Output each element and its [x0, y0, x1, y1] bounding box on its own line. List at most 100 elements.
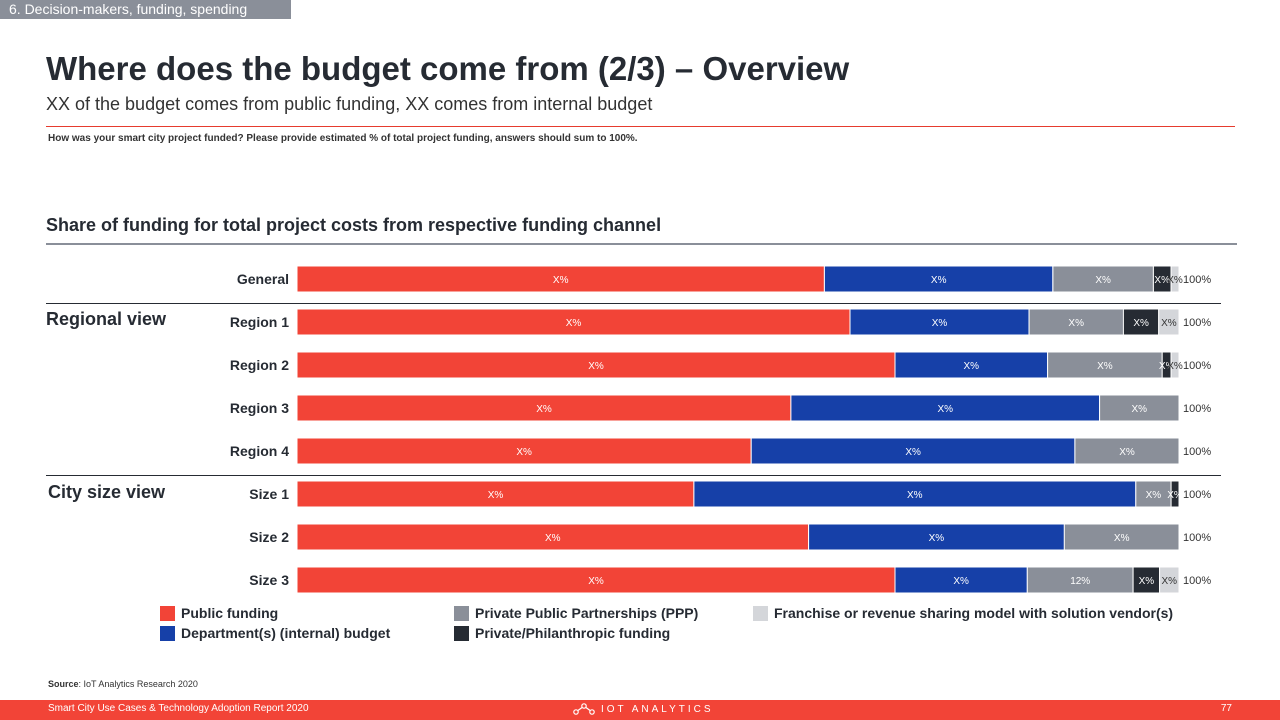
bar-segment-department-budget-general — [823, 265, 1054, 293]
total-label-region-1: 100% — [1183, 317, 1211, 329]
data-label-department-budget-size-3: X% — [953, 576, 969, 587]
bar-segment-ppp-size-2 — [1063, 523, 1180, 551]
bar-segment-public-funding-region-4 — [296, 437, 752, 465]
total-label-region-3: 100% — [1183, 403, 1211, 415]
legend-swatch-private-funding — [454, 625, 469, 641]
bar-segment-department-budget-region-3 — [790, 394, 1101, 422]
title-divider — [46, 126, 1235, 127]
bar-segment-private-funding-region-1 — [1122, 308, 1160, 336]
bar-segment-ppp-region-4 — [1074, 437, 1180, 465]
page-title: Where does the budget come from (2/3) – … — [46, 50, 850, 87]
data-label-public-funding-region-1: X% — [566, 318, 582, 329]
chart-legend: Public funding Department(s) (internal) … — [0, 605, 1280, 645]
data-label-ppp-region-2: X% — [1097, 361, 1113, 372]
city-size-view-label: City size view — [48, 482, 166, 502]
data-label-private-funding-size-1: X% — [1167, 490, 1183, 501]
data-label-ppp-size-2: X% — [1114, 533, 1130, 544]
data-label-department-budget-size-1: X% — [907, 490, 923, 501]
data-label-public-funding-general: X% — [553, 275, 569, 286]
bar-segment-private-funding-size-1 — [1170, 480, 1180, 508]
bar-segment-franchise-general — [1170, 265, 1180, 293]
category-label-region-1: Region 1 — [230, 314, 289, 330]
bar-segment-public-funding-region-3 — [296, 394, 792, 422]
total-label-size-2: 100% — [1183, 532, 1211, 544]
total-label-size-1: 100% — [1183, 489, 1211, 501]
data-label-department-budget-region-4: X% — [905, 447, 921, 458]
category-label-general: General — [237, 271, 289, 287]
category-label-size-2: Size 2 — [249, 529, 289, 545]
data-label-department-budget-region-3: X% — [938, 404, 954, 415]
bar-segment-ppp-region-1 — [1028, 308, 1124, 336]
legend-swatch-franchise — [753, 605, 768, 621]
data-label-private-funding-general: X% — [1154, 275, 1170, 286]
bar-segment-public-funding-size-1 — [296, 480, 695, 508]
stacked-bar-chart: General X% X% X% X%X% 100%Region 1 X% X% X% X% X% 1… — [230, 265, 1211, 594]
chart-title: Share of funding for total project costs… — [46, 215, 662, 235]
bar-segment-ppp-size-3 — [1026, 566, 1134, 594]
chart-title-divider — [46, 243, 1237, 245]
data-label-public-funding-region-4: X% — [516, 447, 532, 458]
total-label-region-2: 100% — [1183, 360, 1211, 372]
bar-segment-department-budget-region-2 — [894, 351, 1049, 379]
data-label-private-funding-region-1: X% — [1133, 318, 1149, 329]
data-label-department-budget-general: X% — [931, 275, 947, 286]
bar-segment-ppp-region-2 — [1047, 351, 1163, 379]
footer-bar: Smart City Use Cases & Technology Adopti… — [0, 700, 1280, 720]
data-label-private-funding-size-3: X% — [1139, 576, 1155, 587]
data-label-franchise-region-2: X% — [1167, 361, 1183, 372]
data-label-franchise-general: X% — [1167, 275, 1183, 286]
legend-label-ppp: Private Public Partnerships (PPP) — [475, 605, 699, 621]
legend-label-franchise: Franchise or revenue sharing model with … — [774, 605, 1174, 621]
data-label-public-funding-region-3: X% — [536, 404, 552, 415]
regional-view-label: Regional view — [46, 309, 167, 329]
data-label-public-funding-size-2: X% — [545, 533, 561, 544]
bar-segment-department-budget-size-1 — [693, 480, 1137, 508]
bar-segment-department-budget-size-2 — [808, 523, 1065, 551]
category-label-region-4: Region 4 — [230, 443, 289, 459]
bar-segment-franchise-region-2 — [1170, 351, 1180, 379]
data-label-department-budget-size-2: X% — [929, 533, 945, 544]
legend-item-department-budget: Department(s) (internal) budget — [160, 625, 390, 641]
total-label-region-4: 100% — [1183, 446, 1211, 458]
bar-segment-public-funding-size-3 — [296, 566, 896, 594]
survey-question: How was your smart city project funded? … — [48, 133, 638, 144]
source-text: : IoT Analytics Research 2020 — [78, 679, 198, 689]
legend-label-private-funding: Private/Philanthropic funding — [475, 625, 671, 641]
total-label-general: 100% — [1183, 274, 1211, 286]
data-label-public-funding-size-1: X% — [488, 490, 504, 501]
bar-segment-department-budget-region-1 — [849, 308, 1030, 336]
source-note: Source: IoT Analytics Research 2020 — [48, 679, 198, 689]
data-label-ppp-region-1: X% — [1068, 318, 1084, 329]
city-size-group-divider — [46, 475, 1221, 476]
bar-segment-department-budget-region-4 — [750, 437, 1076, 465]
data-label-private-funding-region-2: X% — [1159, 361, 1175, 372]
section-tag: 6. Decision-makers, funding, spending — [0, 0, 291, 19]
category-label-size-1: Size 1 — [249, 486, 289, 502]
bar-segment-ppp-region-3 — [1099, 394, 1180, 422]
regional-group-divider — [46, 303, 1221, 304]
category-label-region-2: Region 2 — [230, 357, 289, 373]
legend-item-private-funding: Private/Philanthropic funding — [454, 625, 670, 641]
category-label-region-3: Region 3 — [230, 400, 289, 416]
bar-segment-ppp-general — [1052, 265, 1154, 293]
total-label-size-3: 100% — [1183, 575, 1211, 587]
data-label-department-budget-region-1: X% — [932, 318, 948, 329]
page-number: 77 — [1220, 703, 1232, 714]
legend-label-public-funding: Public funding — [181, 605, 279, 621]
bar-segment-public-funding-general — [296, 265, 825, 293]
data-label-ppp-size-1: X% — [1146, 490, 1162, 501]
bar-segment-public-funding-region-1 — [296, 308, 851, 336]
legend-swatch-department-budget — [160, 625, 175, 641]
legend-label-department-budget: Department(s) (internal) budget — [181, 625, 391, 641]
data-label-franchise-size-3: X% — [1162, 576, 1178, 587]
data-label-ppp-region-4: X% — [1119, 447, 1135, 458]
legend-item-franchise: Franchise or revenue sharing model with … — [753, 605, 1173, 621]
source-label: Source — [48, 679, 79, 689]
legend-item-ppp: Private Public Partnerships (PPP) — [454, 605, 698, 621]
data-label-ppp-size-3: 12% — [1070, 576, 1090, 587]
data-label-ppp-region-3: X% — [1132, 404, 1148, 415]
page-subtitle: XX of the budget comes from public fundi… — [46, 94, 653, 114]
bar-segment-franchise-region-1 — [1158, 308, 1180, 336]
legend-swatch-public-funding — [160, 605, 175, 621]
footer-logo-text: IOT ANALYTICS — [601, 703, 714, 715]
